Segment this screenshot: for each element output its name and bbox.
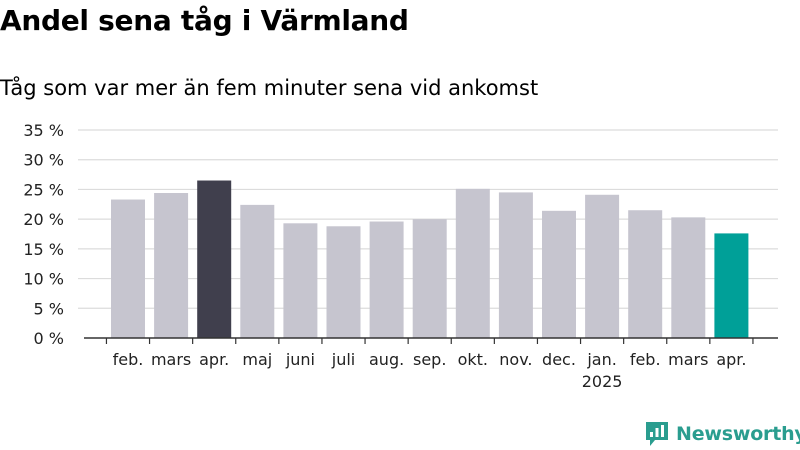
bar-1 [111, 199, 145, 338]
x-tick-label: aug. [369, 350, 404, 369]
bar-7 [369, 221, 404, 338]
x-tick-label: jan. [586, 350, 616, 369]
x-tick-label: apr. [716, 350, 746, 369]
y-tick-label: 5 % [34, 299, 64, 318]
x-tick-label: maj [242, 350, 272, 369]
brand: Newsworthy [644, 420, 800, 448]
x-axis-ticks: feb. mars apr. maj juni juli aug. sep. okt. nov. d… [113, 350, 747, 391]
x-tick-label: mars [668, 350, 708, 369]
x-tick-label: juni [285, 350, 315, 369]
bar-14 [671, 217, 706, 338]
bar-4 [240, 204, 275, 338]
y-tick-label: 0 % [34, 329, 64, 348]
bar-3 [197, 180, 232, 338]
bar-12 [585, 194, 620, 338]
bar-15 [714, 233, 749, 338]
bar-5 [283, 223, 318, 338]
bar-chart: 0 %5 %10 %15 %20 %25 %30 %35 % feb. mars a… [23, 121, 778, 391]
x-tick-label: sep. [413, 350, 446, 369]
chart-subtitle: Tåg som var mer än fem minuter sena vid … [0, 76, 539, 100]
x-tick-label: juli [331, 350, 355, 369]
x-tick-label: feb. [630, 350, 661, 369]
bar-6 [326, 226, 361, 338]
x-tick-label: mars [151, 350, 191, 369]
chart-title: Andel sena tåg i Värmland [0, 4, 409, 37]
bar-10 [498, 192, 533, 338]
bar-8 [412, 219, 447, 338]
x-axis [84, 337, 778, 344]
x-tick-label: apr. [199, 350, 229, 369]
y-tick-label: 35 % [23, 121, 64, 140]
bar-2 [154, 192, 189, 338]
x-tick-label: okt. [458, 350, 488, 369]
y-tick-label: 20 % [23, 210, 64, 229]
x-year-label: 2025 [582, 372, 623, 391]
x-tick-label: nov. [499, 350, 532, 369]
x-tick-label: dec. [542, 350, 576, 369]
y-tick-label: 15 % [23, 240, 64, 259]
y-axis-ticks: 0 % 5 % 10 % 15 % 20 % 25 % 30 % 35 % [23, 121, 64, 348]
y-tick-label: 30 % [23, 151, 64, 170]
brand-name: Newsworthy [676, 423, 800, 445]
bars [111, 180, 749, 338]
y-tick-label: 25 % [23, 180, 64, 199]
bar-9 [455, 188, 490, 338]
bar-11 [542, 210, 576, 338]
newsworthy-logo-icon [646, 422, 668, 446]
bar-13 [628, 210, 663, 338]
x-tick-label: feb. [113, 350, 144, 369]
y-tick-label: 10 % [23, 270, 64, 289]
